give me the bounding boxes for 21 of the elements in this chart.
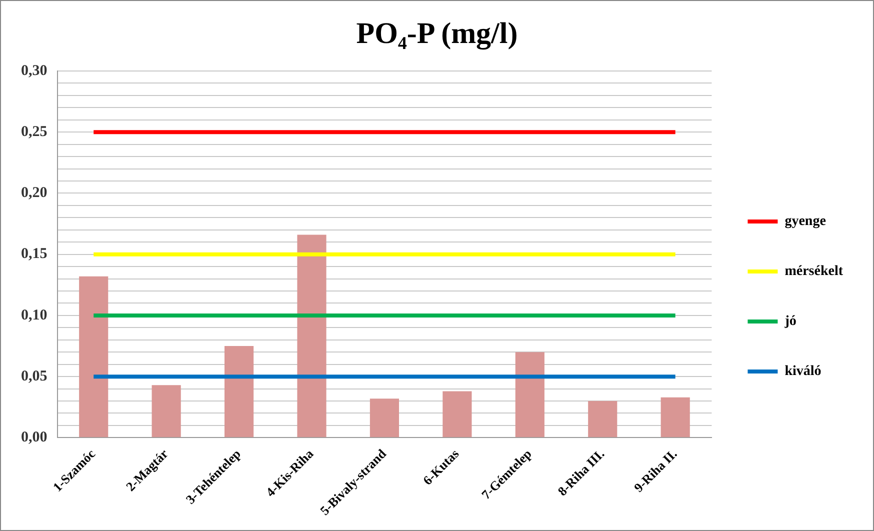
bar	[442, 391, 472, 438]
bar	[370, 398, 400, 438]
bar	[297, 234, 326, 438]
y-tick-label: 0,25	[21, 124, 48, 140]
legend-label: kiváló	[784, 364, 822, 380]
bar	[79, 276, 108, 438]
y-tick-label: 0,10	[21, 307, 48, 324]
y-tick-label: 0,05	[21, 368, 48, 384]
bar	[515, 352, 544, 438]
y-tick-label: 0,20	[21, 185, 48, 202]
legend-label: jó	[784, 314, 796, 330]
legend-label: mérsékelt	[784, 264, 844, 280]
bar	[224, 346, 254, 438]
bar	[152, 385, 181, 438]
y-tick-label: 0,00	[21, 430, 48, 446]
chart-title: PO₄-P (mg/l)	[355, 17, 519, 51]
bar	[660, 397, 690, 438]
y-tick-label: 0,30	[21, 62, 48, 79]
bar	[588, 401, 618, 438]
legend-label: gyenge	[784, 214, 826, 230]
y-tick-label: 0,15	[21, 246, 48, 262]
